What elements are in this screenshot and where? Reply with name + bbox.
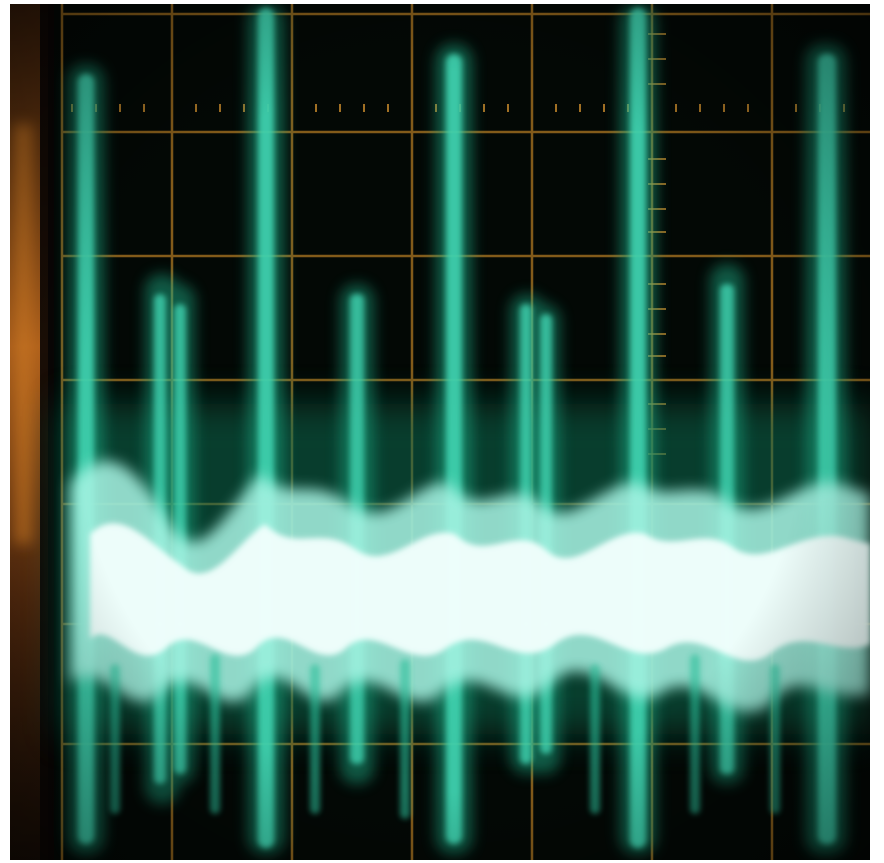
oscilloscope-screen [10, 4, 870, 860]
oscilloscope-display [10, 4, 870, 860]
screen-vignette [10, 4, 870, 860]
